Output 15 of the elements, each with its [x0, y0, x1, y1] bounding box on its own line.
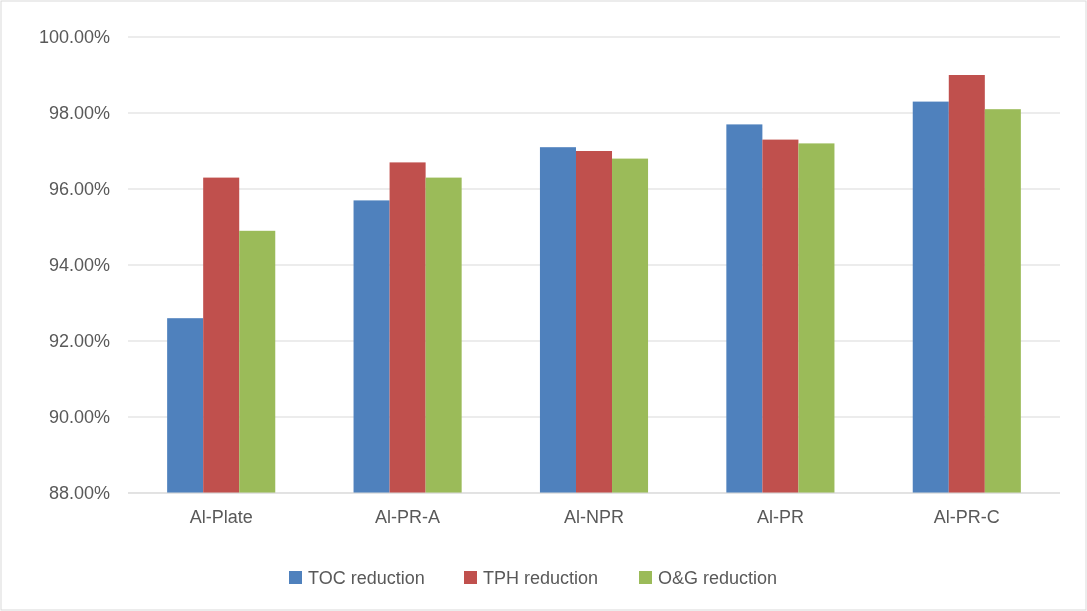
y-tick-label: 100.00%	[38, 27, 110, 48]
y-tick-label: 92.00%	[48, 331, 110, 352]
y-tick-label: 94.00%	[48, 255, 110, 276]
legend-label: TOC reduction	[308, 568, 425, 589]
x-tick-label: Al-PR	[756, 507, 804, 527]
x-tick-label: Al-Plate	[189, 507, 253, 527]
y-tick-label: 88.00%	[48, 483, 110, 504]
y-tick-label: 90.00%	[48, 407, 110, 428]
y-tick-label: 98.00%	[48, 103, 110, 124]
legend-label: O&G reduction	[658, 568, 778, 589]
x-tick-label: Al-PR-A	[375, 507, 441, 527]
y-tick-label: 96.00%	[48, 179, 110, 200]
x-tick-label: Al-NPR	[563, 507, 625, 527]
legend-label: TPH reduction	[483, 568, 599, 589]
x-tick-label: Al-PR-C	[933, 507, 1000, 527]
